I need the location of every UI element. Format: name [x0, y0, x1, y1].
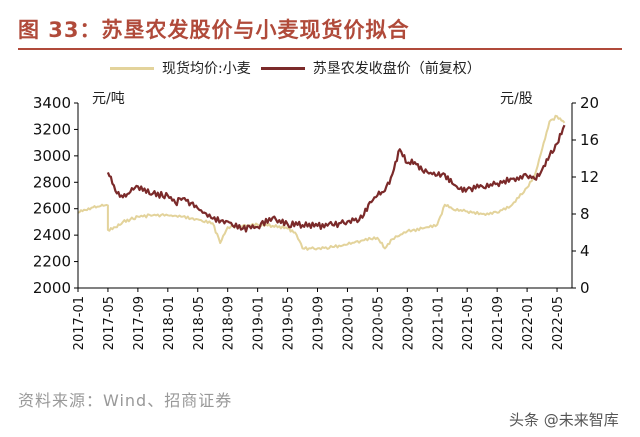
right-tick-label: 20	[580, 94, 599, 112]
x-tick-label: 2018-09	[222, 296, 237, 350]
x-tick-label: 2021-05	[461, 296, 476, 350]
figure-title: 图 33：苏垦农发股价与小麦现货价拟合	[18, 18, 410, 42]
x-tick-label: 2020-05	[371, 296, 386, 350]
chart-legend: 现货均价:小麦 苏垦农发收盘价（前复权）	[110, 58, 481, 78]
stock-price-line	[106, 124, 566, 233]
x-tick-label: 2019-01	[252, 296, 267, 350]
x-tick-label: 2022-05	[551, 296, 566, 350]
left-tick-label: 3000	[33, 147, 71, 165]
right-tick-label: 0	[580, 279, 590, 297]
x-tick-label: 2021-09	[491, 296, 506, 350]
left-axis-unit: 元/吨	[92, 91, 125, 107]
x-tick-label: 2020-09	[401, 296, 416, 350]
left-tick-label: 2000	[33, 279, 71, 297]
source-note: 资料来源：Wind、招商证券	[18, 391, 233, 410]
legend-swatch-wheat	[110, 66, 154, 70]
legend-swatch-stock	[260, 66, 305, 70]
left-tick-label: 2200	[33, 253, 71, 271]
x-tick-label: 2022-01	[521, 296, 536, 350]
wheat-price-line	[77, 114, 566, 251]
left-tick-label: 2600	[33, 200, 71, 218]
right-tick-label: 16	[580, 131, 599, 149]
x-tick-label: 2020-01	[341, 296, 356, 350]
left-tick-label: 3200	[33, 120, 71, 138]
left-tick-label: 2400	[33, 226, 71, 244]
legend-item-stock: 苏垦农发收盘价（前复权）	[260, 58, 481, 78]
left-tick-label: 2800	[33, 173, 71, 191]
x-tick-label: 2017-01	[72, 296, 87, 350]
x-tick-label: 2018-05	[192, 296, 207, 350]
x-tick-label: 2019-09	[312, 296, 327, 350]
right-tick-label: 12	[580, 168, 599, 186]
x-tick-label: 2019-05	[282, 296, 297, 350]
legend-item-wheat: 现货均价:小麦	[110, 58, 251, 78]
left-tick-label: 3400	[33, 94, 71, 112]
legend-label-stock: 苏垦农发收盘价（前复权）	[312, 61, 481, 77]
right-axis-unit: 元/股	[500, 91, 533, 107]
right-tick-label: 8	[580, 205, 590, 223]
x-tick-label: 2017-09	[132, 296, 147, 350]
x-tick-label: 2018-01	[162, 296, 177, 350]
x-tick-label: 2021-01	[431, 296, 446, 350]
watermark: 头条 @未来智库	[505, 408, 623, 431]
legend-label-wheat: 现货均价:小麦	[162, 61, 251, 77]
right-tick-label: 4	[580, 242, 590, 260]
x-tick-label: 2017-05	[102, 296, 117, 350]
title-rule	[18, 48, 622, 50]
